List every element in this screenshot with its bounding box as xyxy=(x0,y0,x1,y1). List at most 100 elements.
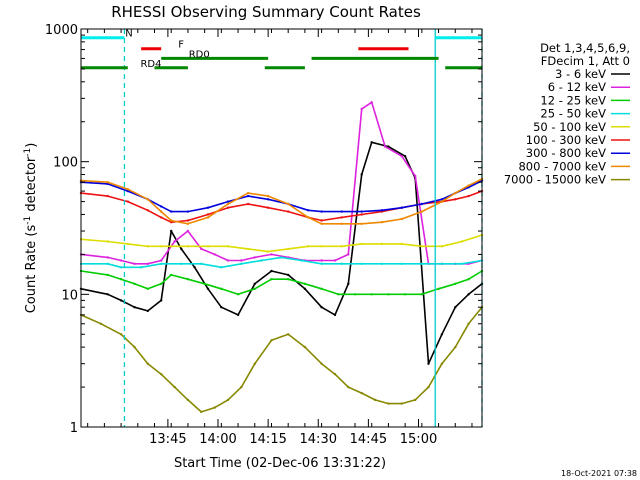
data-point xyxy=(420,202,423,206)
data-point xyxy=(347,282,350,285)
data-point xyxy=(170,229,173,233)
x-tick-label: 14:45 xyxy=(350,432,387,447)
data-point xyxy=(427,385,430,389)
data-point xyxy=(193,266,196,269)
data-point xyxy=(280,256,283,259)
data-point xyxy=(360,173,363,176)
data-point xyxy=(186,229,190,233)
data-point xyxy=(320,262,323,265)
data-point xyxy=(437,287,440,290)
series-8 xyxy=(79,306,484,414)
data-point xyxy=(160,262,163,265)
generation-timestamp: 18-Oct-2021 07:38 xyxy=(561,469,637,478)
data-point xyxy=(360,262,363,265)
legend-header-line-1: Det 1,3,4,5,6,9, xyxy=(540,41,630,55)
data-point xyxy=(126,189,129,193)
y-tick-label: 10 xyxy=(61,288,78,303)
data-point xyxy=(173,240,176,243)
data-point xyxy=(440,245,444,248)
data-point xyxy=(226,245,230,248)
data-point xyxy=(400,242,403,246)
y-axis-label: Count Rate (s-1 detector-1) xyxy=(23,143,39,314)
series-4 xyxy=(79,233,484,253)
data-point xyxy=(160,210,163,213)
data-point xyxy=(440,198,444,201)
chart-title: RHESSI Observing Summary Count Rates xyxy=(111,3,421,21)
data-point xyxy=(320,210,323,213)
data-point xyxy=(160,205,163,208)
data-point xyxy=(206,213,210,216)
data-point xyxy=(106,256,109,259)
data-point xyxy=(340,222,343,225)
data-point xyxy=(373,398,377,402)
data-point xyxy=(414,398,417,402)
legend-label-4: 50 - 100 keV xyxy=(533,120,606,134)
data-point xyxy=(467,322,470,325)
x-tick-label: 14:15 xyxy=(249,432,286,447)
data-point xyxy=(226,398,230,402)
data-point xyxy=(106,262,109,265)
data-point xyxy=(340,262,343,265)
series-7 xyxy=(79,177,484,225)
data-point xyxy=(106,194,109,198)
data-point xyxy=(360,210,363,213)
data-point xyxy=(160,373,163,376)
legend-label-2: 12 - 25 keV xyxy=(540,93,606,107)
data-point xyxy=(380,242,383,246)
legend-label-7: 800 - 7000 keV xyxy=(518,159,606,173)
data-point xyxy=(146,287,149,290)
data-point xyxy=(380,262,383,265)
data-point xyxy=(270,269,273,273)
legend-label-1: 6 - 12 keV xyxy=(548,80,606,94)
data-point xyxy=(347,385,350,389)
data-point xyxy=(420,245,423,248)
data-point xyxy=(420,262,423,265)
data-point xyxy=(186,278,190,281)
data-point xyxy=(160,245,163,248)
data-point xyxy=(236,293,240,296)
data-point xyxy=(240,259,243,262)
data-point xyxy=(220,266,223,269)
data-point xyxy=(146,198,149,201)
data-point xyxy=(246,191,250,195)
series-0 xyxy=(79,141,484,365)
data-point xyxy=(460,262,464,265)
data-point xyxy=(287,333,290,336)
data-point xyxy=(146,309,149,313)
data-point xyxy=(400,217,403,221)
data-point xyxy=(440,333,444,336)
data-point xyxy=(400,262,403,265)
data-point xyxy=(400,402,403,405)
data-point xyxy=(360,107,363,111)
data-point xyxy=(320,245,323,248)
data-point xyxy=(380,221,383,224)
data-point xyxy=(400,206,403,209)
data-point xyxy=(246,247,250,251)
data-point xyxy=(420,293,423,296)
data-point xyxy=(119,259,123,262)
data-point xyxy=(236,313,240,317)
data-point xyxy=(333,373,337,376)
data-point xyxy=(226,200,230,203)
data-point xyxy=(140,266,143,269)
data-point xyxy=(106,240,109,243)
data-point xyxy=(126,242,129,246)
data-point xyxy=(333,259,337,262)
data-point xyxy=(414,174,417,178)
data-point xyxy=(133,306,136,309)
data-point xyxy=(303,282,307,285)
data-point xyxy=(133,282,136,285)
data-point xyxy=(220,287,223,290)
legend-header-line-2: FDecim 1, Att 0 xyxy=(541,54,630,68)
data-point xyxy=(320,222,323,225)
data-point xyxy=(119,266,123,269)
data-point xyxy=(186,222,190,225)
legend-label-0: 3 - 6 keV xyxy=(555,67,606,81)
data-point xyxy=(226,259,230,262)
data-point xyxy=(119,333,123,336)
data-point xyxy=(206,245,210,248)
x-axis: 13:45 14:00 14:15 14:30 14:45 15:00 xyxy=(87,29,473,447)
data-point xyxy=(340,245,343,248)
plot-frame xyxy=(80,28,483,428)
data-point xyxy=(266,194,270,198)
